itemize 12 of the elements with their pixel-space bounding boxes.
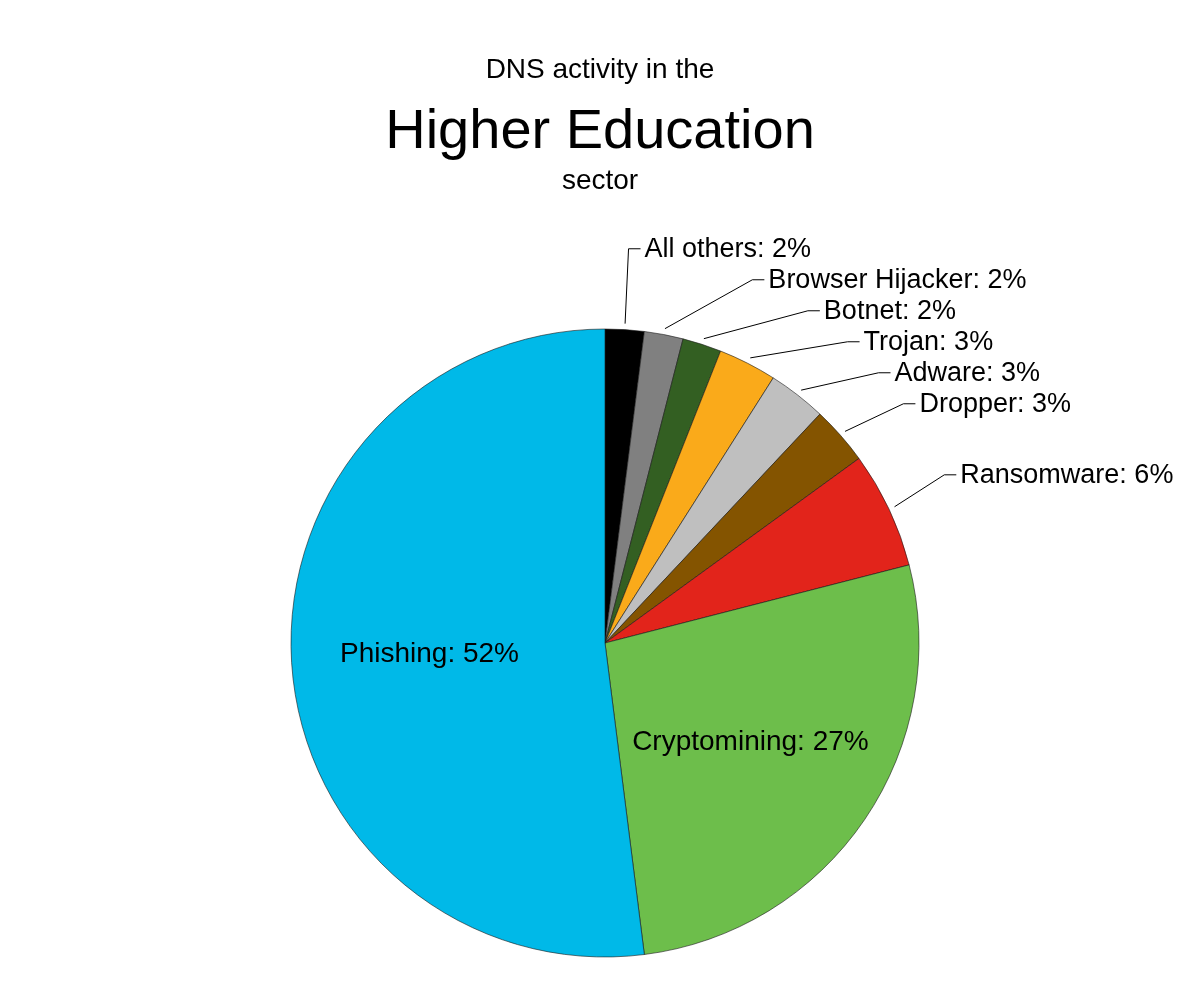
slice-label: Ransomware: 6% — [960, 458, 1174, 489]
slice-label: Phishing: 52% — [340, 637, 520, 669]
slice-label: Dropper: 3% — [919, 387, 1071, 418]
chart-title: Higher Education — [385, 97, 815, 160]
slice-label: Adware: 3% — [894, 356, 1041, 387]
chart-subtitle: sector — [561, 164, 639, 195]
slice-label: Trojan: 3% — [863, 325, 994, 356]
slice-label: Botnet: 2% — [823, 294, 956, 325]
slice-label: Browser Hijacker: 2% — [768, 263, 1027, 294]
text: DNS activity in the — [485, 53, 715, 84]
slice-label: Cryptomining: 27% — [632, 724, 869, 756]
slice-label: All others: 2% — [644, 232, 812, 263]
